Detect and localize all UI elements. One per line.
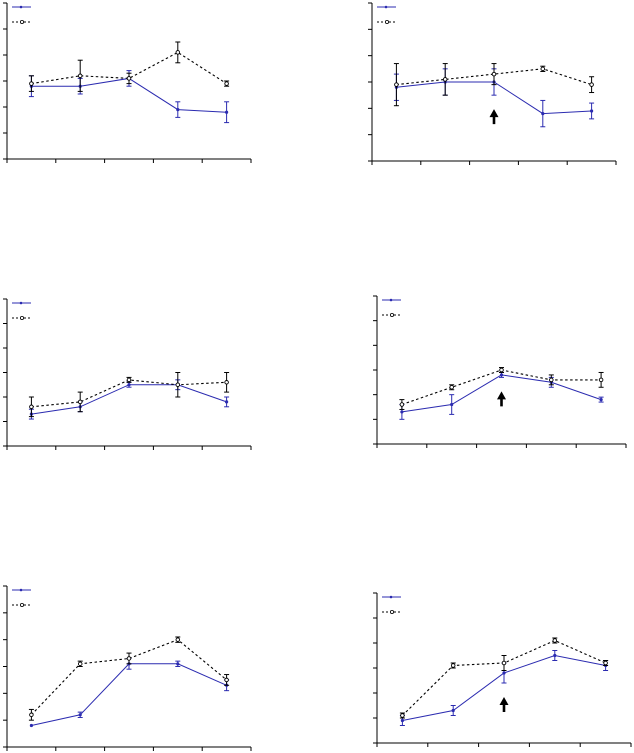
legend-dashed-marker xyxy=(19,315,24,320)
data-point-solid xyxy=(29,723,33,728)
data-point-dashed xyxy=(29,81,34,86)
data-point-dashed xyxy=(224,81,229,86)
data-point-solid xyxy=(176,108,180,112)
arrow-icon xyxy=(497,391,506,407)
chart-panel-3 xyxy=(3,298,252,450)
data-point-dashed xyxy=(29,712,34,718)
data-point-dashed xyxy=(29,404,34,410)
data-point-dashed xyxy=(598,377,604,383)
data-point-solid xyxy=(502,671,506,675)
data-point-dashed xyxy=(394,82,399,87)
data-point-dashed xyxy=(442,77,448,82)
data-point-dashed xyxy=(126,656,132,661)
data-point-dashed xyxy=(552,638,558,643)
legend-dashed-marker xyxy=(389,312,394,317)
series-solid-line xyxy=(31,384,227,415)
data-point-dashed xyxy=(77,661,83,667)
data-point-solid xyxy=(590,109,594,113)
legend-solid-marker xyxy=(19,5,23,9)
chart-panel-1 xyxy=(3,2,252,163)
data-point-solid xyxy=(541,112,545,116)
data-point-solid xyxy=(225,400,229,404)
chart-panel-5 xyxy=(3,585,252,751)
data-point-dashed xyxy=(449,385,454,390)
data-point-solid xyxy=(450,402,454,407)
chart-panel-2 xyxy=(368,2,617,165)
data-point-dashed xyxy=(224,380,229,385)
data-point-dashed xyxy=(399,402,405,407)
data-point-solid xyxy=(78,713,82,717)
data-point-solid xyxy=(499,373,504,377)
data-point-solid xyxy=(225,110,229,114)
legend-solid-marker xyxy=(384,5,388,9)
data-point-solid xyxy=(400,718,404,723)
data-point-dashed xyxy=(499,367,504,373)
data-point-solid xyxy=(451,708,455,713)
legend-solid-marker xyxy=(389,595,393,599)
data-point-dashed xyxy=(126,76,132,81)
legend-solid-marker xyxy=(389,298,393,302)
arrow-icon xyxy=(499,697,509,712)
data-point-dashed xyxy=(501,660,507,666)
legend-solid-marker xyxy=(19,301,23,305)
series-dashed-line xyxy=(31,639,227,716)
data-point-solid xyxy=(176,662,180,666)
data-point-dashed xyxy=(175,50,181,55)
data-point-solid xyxy=(400,410,404,414)
chart-panel-4 xyxy=(373,295,627,448)
data-point-dashed xyxy=(540,66,546,72)
legend-solid-marker xyxy=(19,588,23,592)
data-point-dashed xyxy=(175,382,181,388)
data-point-dashed xyxy=(77,399,83,405)
data-point-dashed xyxy=(175,637,181,642)
series-solid-line xyxy=(31,663,227,726)
data-point-dashed xyxy=(589,82,594,87)
data-point-solid xyxy=(127,383,131,387)
data-point-dashed xyxy=(126,377,132,383)
data-point-dashed xyxy=(77,73,83,79)
data-point-solid xyxy=(599,398,603,402)
arrow-icon xyxy=(489,109,499,125)
data-point-dashed xyxy=(549,377,554,383)
data-point-dashed xyxy=(603,660,608,666)
data-point-solid xyxy=(553,653,557,658)
legend-dashed-marker xyxy=(19,19,24,24)
data-point-dashed xyxy=(491,71,497,77)
data-point-dashed xyxy=(400,713,405,718)
legend-dashed-marker xyxy=(384,19,389,24)
data-point-dashed xyxy=(224,677,229,683)
legend-dashed-marker xyxy=(389,610,394,615)
data-point-dashed xyxy=(450,663,456,668)
chart-panel-6 xyxy=(373,592,632,747)
legend-dashed-marker xyxy=(19,603,24,608)
